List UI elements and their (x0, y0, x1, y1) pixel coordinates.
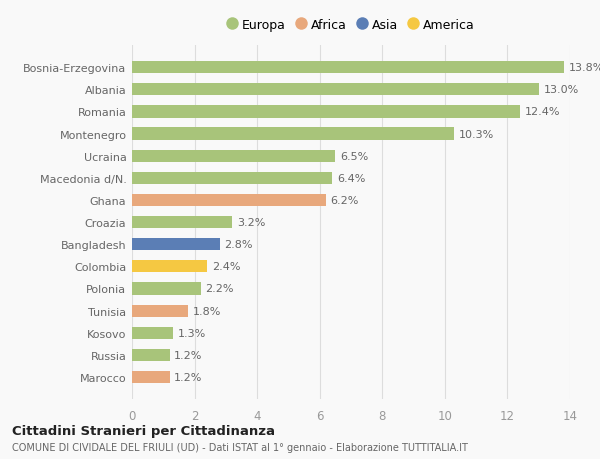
Text: 6.5%: 6.5% (340, 151, 368, 162)
Text: 3.2%: 3.2% (237, 218, 265, 228)
Bar (132, 349, 170, 361)
Text: 13.8%: 13.8% (568, 63, 600, 73)
Bar (132, 106, 520, 118)
Bar (132, 371, 170, 383)
Text: 2.8%: 2.8% (224, 240, 253, 250)
Text: 10.3%: 10.3% (459, 129, 494, 139)
Text: Cittadini Stranieri per Cittadinanza: Cittadini Stranieri per Cittadinanza (12, 424, 275, 437)
Text: 2.2%: 2.2% (206, 284, 234, 294)
Text: 13.0%: 13.0% (544, 85, 578, 95)
Bar (132, 239, 220, 251)
Text: 2.4%: 2.4% (212, 262, 240, 272)
Legend: Europa, Africa, Asia, America: Europa, Africa, Asia, America (224, 17, 478, 35)
Bar (132, 327, 173, 339)
Text: 1.2%: 1.2% (174, 350, 203, 360)
Bar (132, 84, 539, 96)
Bar (132, 128, 454, 140)
Text: 1.3%: 1.3% (178, 328, 206, 338)
Bar (132, 261, 207, 273)
Bar (132, 195, 326, 207)
Text: 6.2%: 6.2% (331, 196, 359, 206)
Bar (132, 305, 188, 317)
Bar (132, 217, 232, 229)
Text: 1.2%: 1.2% (174, 372, 203, 382)
Text: COMUNE DI CIVIDALE DEL FRIULI (UD) - Dati ISTAT al 1° gennaio - Elaborazione TUT: COMUNE DI CIVIDALE DEL FRIULI (UD) - Dat… (12, 442, 468, 452)
Text: 1.8%: 1.8% (193, 306, 221, 316)
Bar (132, 173, 332, 185)
Bar (132, 283, 201, 295)
Text: 12.4%: 12.4% (524, 107, 560, 117)
Text: 6.4%: 6.4% (337, 174, 365, 184)
Bar (132, 62, 564, 74)
Bar (132, 150, 335, 162)
